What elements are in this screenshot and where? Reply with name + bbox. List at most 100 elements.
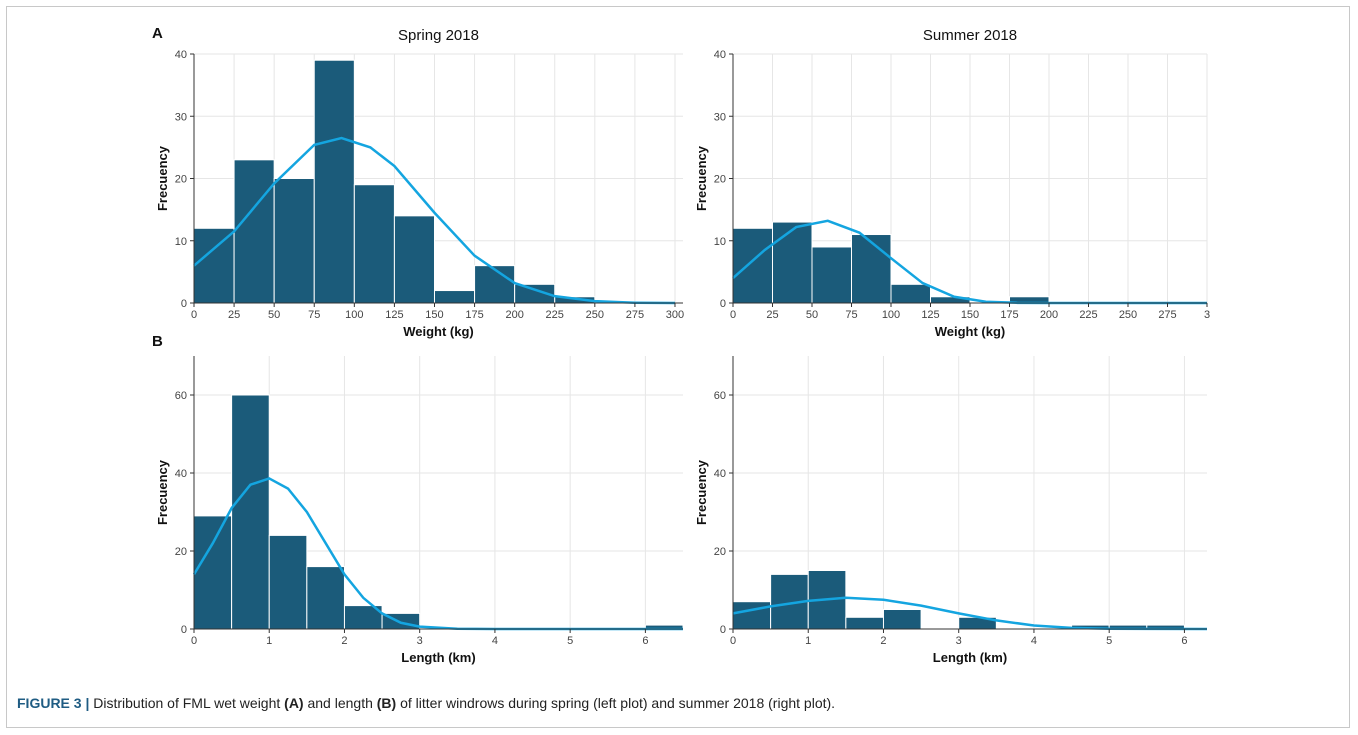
plot4-histogram-bar [845, 616, 884, 630]
plot2-x-tick-label: 225 [1079, 309, 1097, 321]
plot4-y-tick-label: 0 [720, 624, 726, 636]
plot1-x-tick-label: 250 [586, 309, 604, 321]
plot3-x-tick-label: 6 [642, 635, 648, 647]
plot2-y-tick-label: 20 [714, 174, 726, 186]
plot1-y-tick-label: 40 [175, 49, 187, 61]
plot3-y-tick-label: 0 [181, 624, 187, 636]
plot2-histogram-bar [811, 246, 852, 304]
plot2-x-tick-label: 275 [1158, 309, 1176, 321]
plot1-plot-title: Spring 2018 [398, 27, 479, 44]
plot4-x-tick-label: 3 [956, 635, 962, 647]
plot4-y-tick-label: 40 [714, 468, 726, 480]
plot1-x-tick-label: 225 [546, 309, 564, 321]
plot1-histogram-bar [474, 265, 516, 304]
plot1-histogram-bar [393, 215, 435, 304]
plot3-x-tick-label: 5 [567, 635, 573, 647]
plot3-x-tick-label: 1 [266, 635, 272, 647]
plot1-histogram-bar [433, 290, 476, 304]
plot1-histogram-bar [353, 184, 395, 304]
plot2-x-tick-label: 75 [845, 309, 857, 321]
plot4-x-tick-label: 2 [880, 635, 886, 647]
plot2-x-tick-label: 25 [766, 309, 778, 321]
plot2-x-tick-label: 150 [961, 309, 979, 321]
panel-label-b: B [152, 333, 163, 350]
plot1-y-tick-label: 0 [181, 298, 187, 310]
plot3-density-curve [192, 477, 683, 631]
plot4-histogram-bar [732, 601, 772, 630]
caption-ref-b: (B) [376, 695, 397, 711]
plot2-y-axis-title: Frecuency [694, 145, 709, 211]
plot1-x-tick-label: 75 [308, 309, 320, 321]
plot2-x-tick-label: 250 [1119, 309, 1137, 321]
plot1-x-tick-label: 150 [425, 309, 443, 321]
plot3-histogram-bar [231, 394, 270, 630]
plot1-y-tick-label: 20 [175, 174, 187, 186]
plot1-histogram-bar [193, 227, 235, 304]
plot3-x-tick-label: 0 [191, 635, 197, 647]
plot2-y-tick-label: 40 [714, 49, 726, 61]
plot2-y-tick-label: 30 [714, 111, 726, 123]
plot1-x-axis-title: Weight (kg) [403, 324, 474, 339]
plot4-y-tick-label: 20 [714, 546, 726, 558]
plot2-histogram-bar [732, 227, 773, 304]
figure-frame [6, 6, 1350, 728]
plot4-x-tick-label: 6 [1181, 635, 1187, 647]
plot1-x-tick-label: 125 [385, 309, 403, 321]
plot4-x-tick-label: 1 [805, 635, 811, 647]
plot1-y-tick-label: 30 [175, 111, 187, 123]
plot1-histogram-bar [233, 159, 275, 304]
plot1-x-tick-label: 200 [505, 309, 523, 321]
plot3-histogram-bar [306, 566, 345, 630]
plot2-x-tick-label: 50 [806, 309, 818, 321]
plot3-x-tick-label: 4 [492, 635, 498, 647]
plot4-x-tick-label: 0 [730, 635, 736, 647]
plot2-x-tick-label: 0 [730, 309, 736, 321]
plot2-plot-title: Summer 2018 [923, 27, 1017, 44]
caption-ref-a: (A) [284, 695, 304, 711]
plot3-y-tick-label: 20 [175, 546, 187, 558]
plot4-x-axis-title: Length (km) [933, 650, 1007, 665]
caption-text-2: and length [303, 695, 377, 711]
plot2-x-tick-label: 200 [1040, 309, 1058, 321]
plot3-histogram-bar [193, 515, 233, 630]
figure-svg: 0 25 50 75 100 125 150 175 200 225 250 275 300010203… [152, 25, 1210, 665]
plot2-histogram-bar [890, 283, 931, 304]
plot1-y-axis-title: Frecuency [155, 145, 170, 211]
caption-text-1: Distribution of FML wet weight [89, 695, 285, 711]
plot2-histogram-bar [851, 234, 892, 304]
panel-label-a: A [152, 25, 163, 42]
plot1-y-tick-label: 10 [175, 236, 187, 248]
plot1-x-tick-label: 300 [666, 309, 684, 321]
plot1-x-tick-label: 50 [268, 309, 280, 321]
plot2-x-tick-label: 125 [921, 309, 939, 321]
plot4-histogram-bar [882, 609, 922, 630]
plot4-x-tick-label: 4 [1031, 635, 1037, 647]
plot4-density-curve [732, 596, 1208, 631]
plot3-x-tick-label: 2 [341, 635, 347, 647]
plot1-x-tick-label: 275 [626, 309, 644, 321]
plot2-histogram-bar [772, 221, 813, 304]
plot1-density-curve [193, 136, 675, 305]
plot4-x-tick-label: 5 [1106, 635, 1112, 647]
plot2-x-axis-title: Weight (kg) [935, 324, 1006, 339]
plot4-y-axis-title: Frecuency [694, 459, 709, 525]
figure-caption: FIGURE 3 | Distribution of FML wet weigh… [17, 695, 835, 711]
plot2-y-tick-label: 0 [720, 298, 726, 310]
plot3-x-tick-label: 3 [417, 635, 423, 647]
plot3-y-axis-title: Frecuency [155, 459, 170, 525]
plot1-x-tick-label: 175 [465, 309, 483, 321]
plot1-x-tick-label: 25 [228, 309, 240, 321]
plot1-histogram-bar [273, 178, 315, 304]
plot1-histogram-bar [313, 59, 355, 304]
plot3-y-tick-label: 40 [175, 468, 187, 480]
caption-text-3: of litter windrows during spring (left p… [396, 695, 836, 711]
plot3-histogram-bar [268, 534, 308, 630]
plot2-x-tick-label: 175 [1000, 309, 1018, 321]
plot2-x-tick-label: 3 [1204, 309, 1210, 321]
plot3-x-axis-title: Length (km) [401, 650, 475, 665]
plot3-y-tick-label: 60 [175, 390, 187, 402]
plot1-x-tick-label: 100 [345, 309, 363, 321]
plot4-y-tick-label: 60 [714, 390, 726, 402]
plot2-x-tick-label: 100 [882, 309, 900, 321]
plot2-y-tick-label: 10 [714, 236, 726, 248]
